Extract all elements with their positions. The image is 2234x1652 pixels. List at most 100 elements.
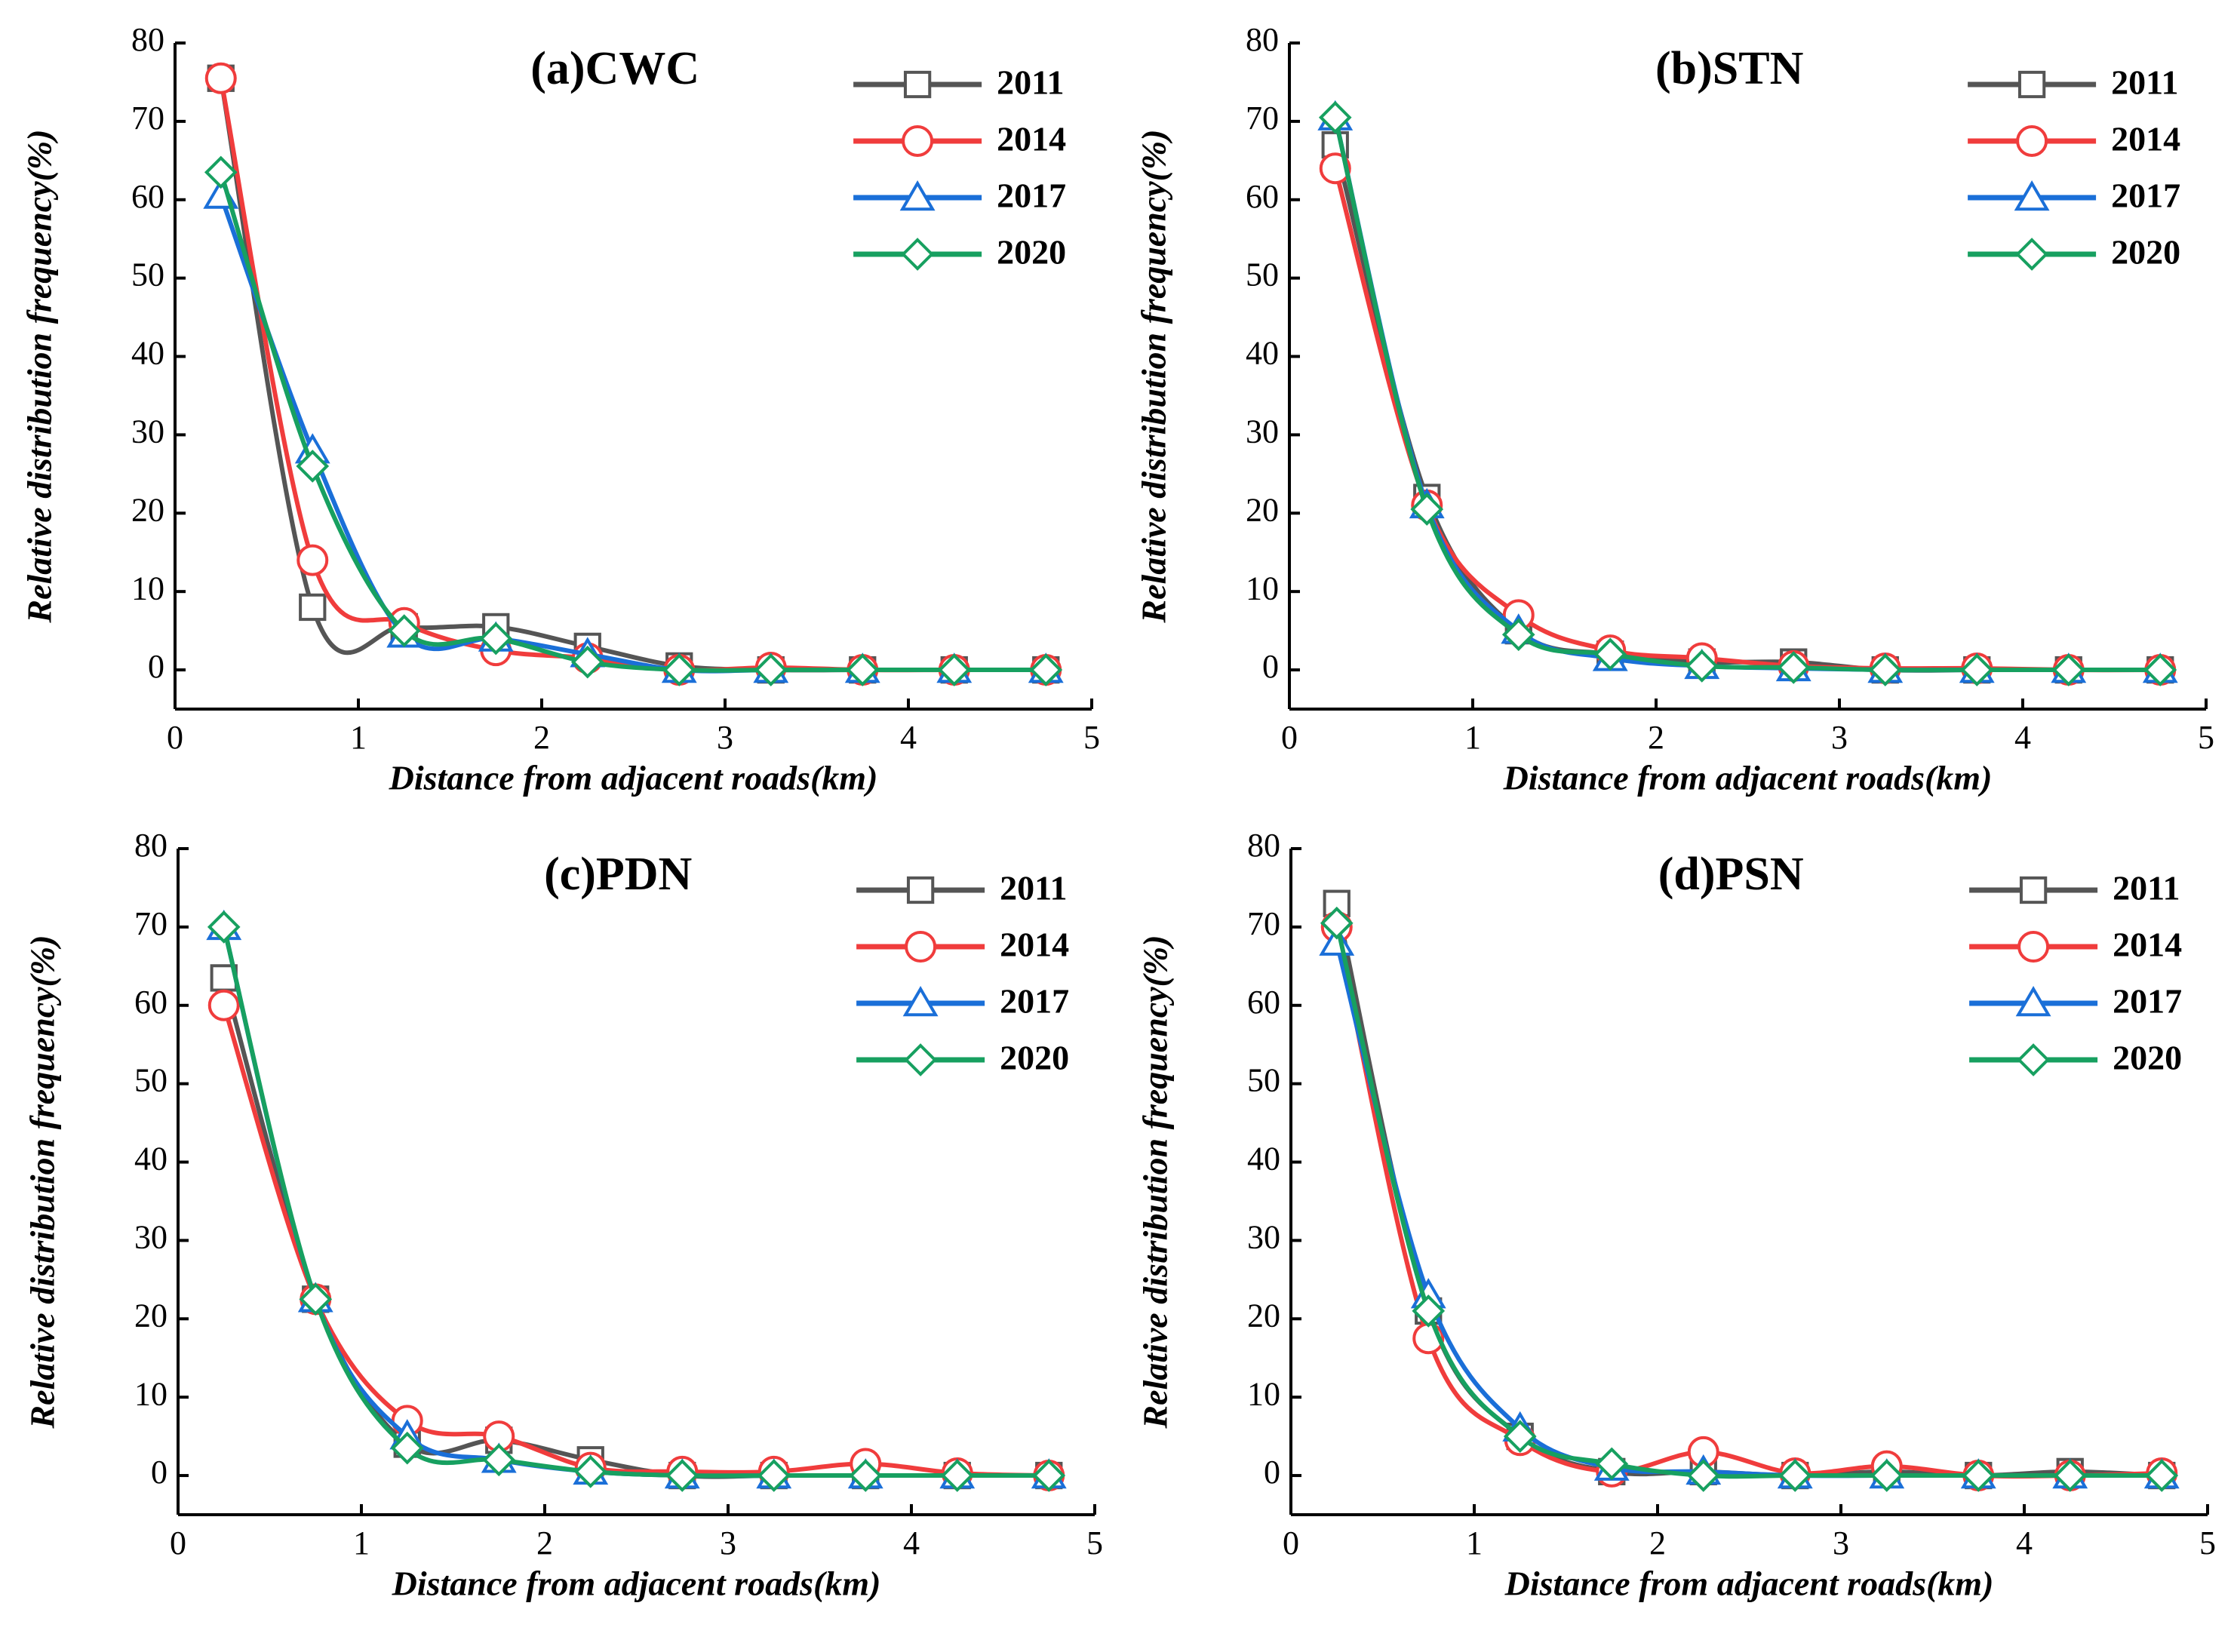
marker [2014,180,2050,211]
y-tick-label: 70 [131,100,164,137]
marker [1777,651,1811,684]
marker [903,70,932,99]
marker [902,125,934,157]
y-axis-label: Relative distribution frequency(%) [1135,129,1173,623]
x-tick-label: 3 [1831,719,1848,756]
marker [2145,1459,2179,1492]
x-tick-label: 5 [1086,1525,1103,1561]
series-line [218,78,1046,673]
x-tick-label: 5 [1083,719,1100,756]
x-tick-label: 0 [1281,719,1298,756]
y-tick-label: 20 [1247,1297,1280,1334]
marker [1595,1447,1629,1481]
marker [1412,1294,1446,1328]
y-tick-label: 70 [134,905,167,942]
x-tick-label: 1 [350,719,367,756]
marker [1593,637,1627,671]
x-tick-label: 4 [900,719,917,756]
x-axis-label: Distance from adjacent roads(km) [389,759,878,797]
y-tick-label: 40 [1246,335,1279,372]
marker [387,614,421,647]
marker [906,876,935,904]
legend-label: 2017 [997,177,1066,215]
y-tick-label: 80 [131,21,164,58]
marker [899,180,936,211]
series-line [221,1004,1049,1479]
marker [754,653,788,686]
y-axis-label: Relative distribution frequency(%) [23,935,62,1429]
x-tick-label: 0 [1283,1525,1299,1561]
marker [1960,653,1994,686]
x-tick-label: 5 [2199,1525,2216,1561]
marker [665,1459,699,1492]
x-tick-label: 2 [1648,719,1664,756]
x-tick-label: 3 [720,1525,736,1561]
y-axis-label: Relative distribution frequency(%) [1136,935,1175,1429]
marker [849,1459,883,1492]
x-tick-label: 3 [1833,1525,1849,1561]
chart-title: (c)PDN [544,849,692,900]
marker [2015,238,2048,271]
marker [1870,1459,1904,1492]
marker [2015,986,2051,1017]
x-tick-label: 2 [533,719,550,756]
y-tick-label: 20 [134,1297,167,1334]
y-tick-label: 50 [134,1062,167,1099]
legend-label: 2014 [1000,926,1069,964]
y-tick-label: 50 [131,256,164,293]
legend-label: 2011 [2111,63,2178,102]
x-axis-label: Distance from adjacent roads(km) [1503,759,1993,797]
x-tick-label: 1 [1464,719,1481,756]
y-tick-label: 40 [1247,1141,1280,1178]
y-tick-label: 60 [1247,984,1280,1021]
marker [1029,653,1063,686]
legend-label: 2020 [2113,1039,2182,1077]
x-tick-label: 0 [170,1525,186,1561]
y-tick-label: 0 [151,1454,167,1491]
marker [1318,100,1352,134]
chart-title: (b)STN [1655,43,1803,94]
marker [902,986,939,1017]
y-tick-label: 30 [1247,1219,1280,1256]
marker [204,62,237,94]
y-tick-label: 0 [1264,1454,1280,1491]
legend-label: 2014 [2113,926,2182,964]
marker [299,1282,333,1316]
y-tick-label: 60 [1246,178,1279,215]
y-tick-label: 30 [1246,413,1279,450]
marker [1410,493,1444,526]
y-tick-label: 10 [1247,1375,1280,1412]
legend-label: 2014 [2111,120,2180,158]
marker [905,931,937,963]
marker [1319,152,1351,185]
x-axis-label: Distance from adjacent roads(km) [1504,1564,1994,1603]
marker [846,653,880,686]
chart-title: (d)PSN [1658,849,1804,900]
y-tick-label: 20 [131,491,164,528]
legend-label: 2011 [1000,869,1067,907]
marker [2143,653,2177,686]
y-tick-label: 50 [1247,1062,1280,1099]
y-tick-label: 0 [1262,648,1279,685]
y-tick-label: 50 [1246,256,1279,293]
y-tick-label: 80 [1247,827,1280,864]
marker [1685,649,1719,683]
marker [573,1455,607,1488]
y-tick-label: 10 [131,570,164,606]
marker [904,1043,937,1076]
y-tick-label: 60 [134,984,167,1021]
marker [662,653,696,686]
x-tick-label: 2 [536,1525,553,1561]
series-line [1334,941,2162,1479]
y-tick-label: 40 [131,335,164,372]
series-line [218,195,1046,674]
series-line [218,78,1046,673]
marker [901,238,934,271]
x-tick-label: 3 [717,719,733,756]
legend-label: 2020 [2111,233,2180,272]
legend-label: 2017 [2113,982,2182,1021]
legend-label: 2011 [2113,869,2180,907]
marker [1320,906,1354,940]
marker [479,622,513,656]
